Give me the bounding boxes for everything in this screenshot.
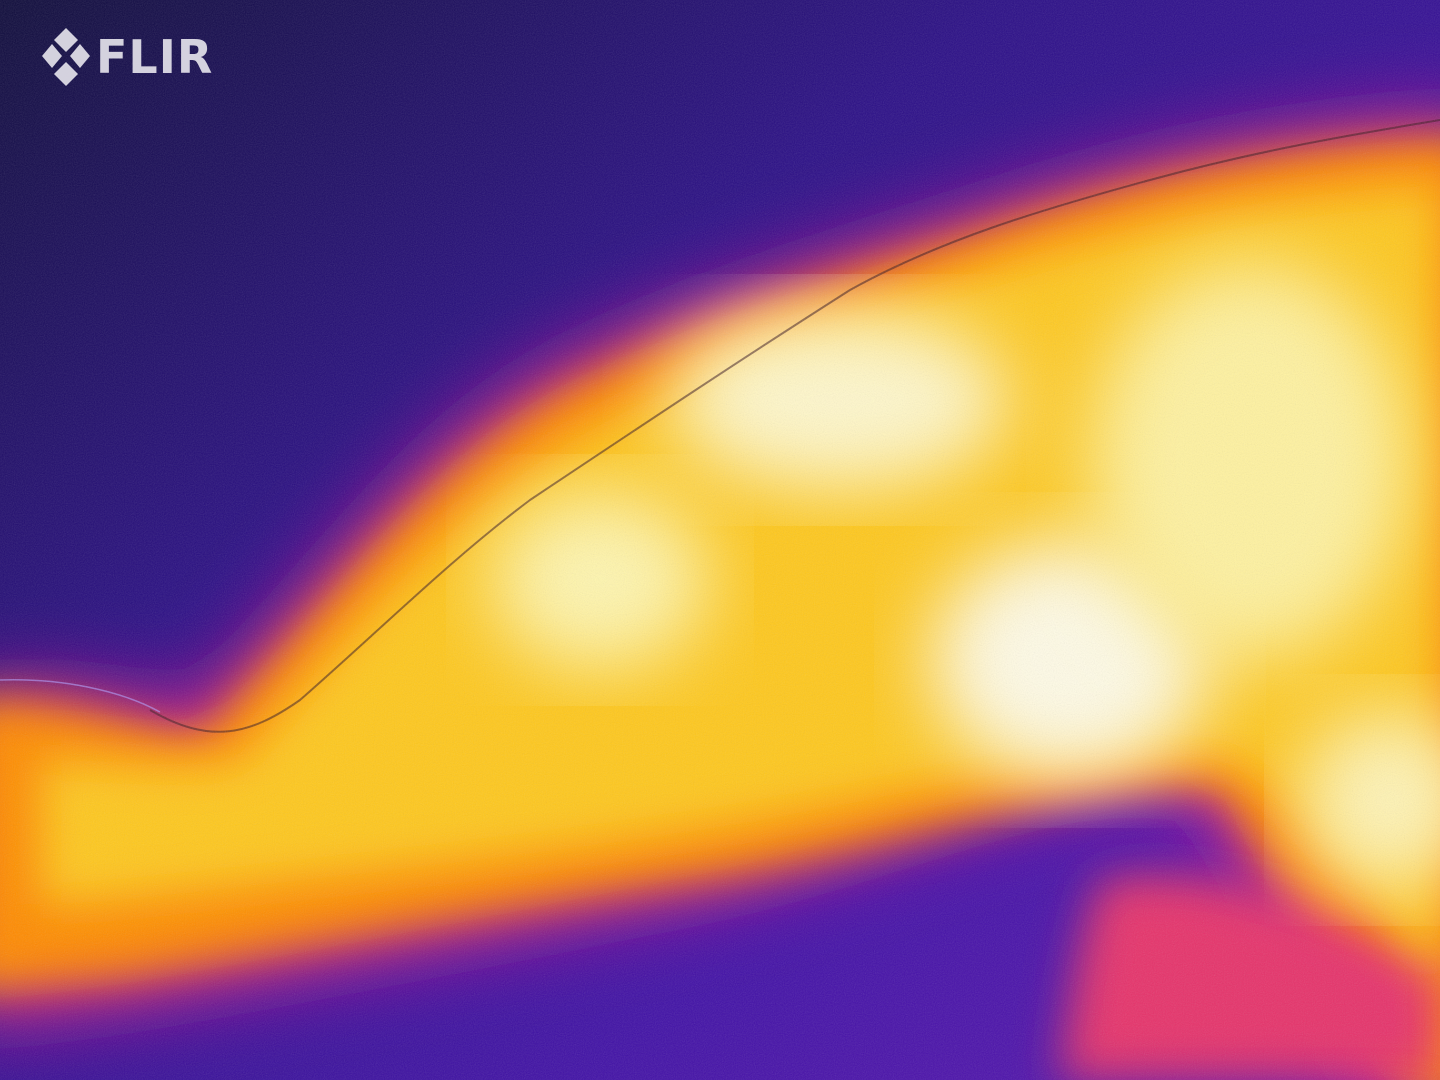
flir-diamond-logo-icon <box>42 28 90 86</box>
flir-logo: FLIR <box>40 26 225 88</box>
flir-logo-text: FLIR <box>96 30 214 84</box>
